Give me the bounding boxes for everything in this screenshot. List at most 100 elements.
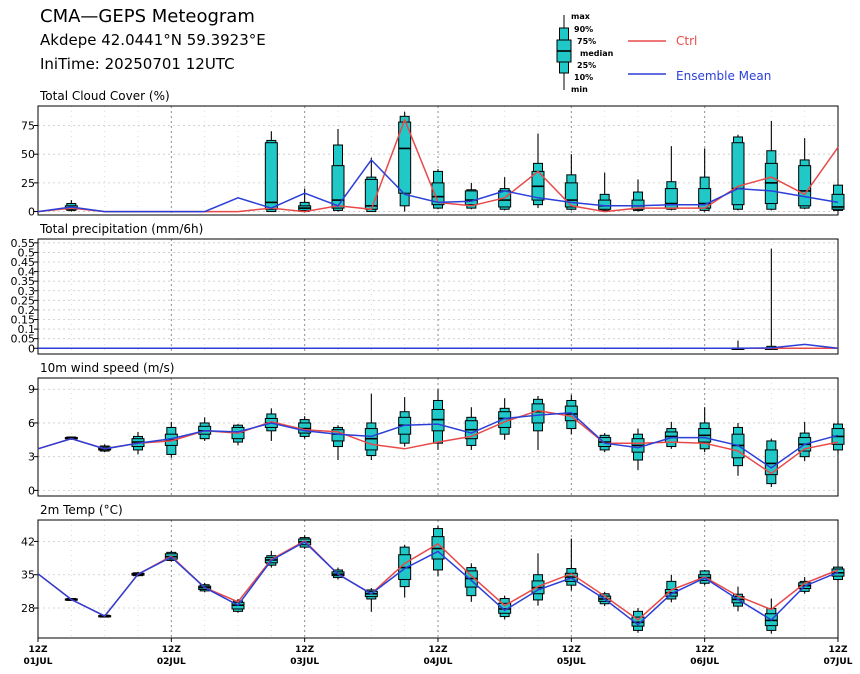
box-108h	[631, 428, 645, 471]
ctrl-series-line	[37, 409, 839, 475]
x-tick-label-hour: 12Z	[428, 645, 448, 655]
page-title: CMA—GEPS Meteogram	[40, 6, 255, 27]
box-78h	[464, 407, 478, 450]
x-tick-label-hour: 12Z	[28, 645, 48, 655]
init-time-label: IniTime: 20250701 12UTC	[40, 55, 235, 73]
location-label: Akdepe 42.0441°N 59.3923°E	[40, 31, 266, 49]
box-inner	[531, 403, 545, 424]
y-tick-label: 0.1	[18, 323, 36, 336]
box-inner	[798, 165, 812, 207]
y-tick-label: 0.4	[18, 266, 36, 279]
x-axis: 12Z 01JUL 12Z 02JUL 12Z 03JUL 12Z 04JUL 12Z 05JUL…	[24, 638, 853, 667]
box-inner	[264, 142, 278, 210]
y-tick-label: 0.5	[18, 246, 36, 259]
y-tick-label: 28	[21, 602, 35, 615]
x-tick-label-date: 04JUL	[424, 657, 453, 667]
box-inner	[631, 199, 645, 210]
box-90h	[531, 553, 545, 606]
box-48h	[298, 416, 312, 439]
panel-2: Total precipitation (mm/6h)00.050.10.150…	[11, 222, 839, 355]
x-tick-label-hour: 12Z	[162, 645, 182, 655]
box-inner	[764, 449, 778, 476]
legend-p90-label: 90%	[574, 25, 593, 34]
x-tick-label-hour: 12Z	[828, 645, 848, 655]
legend-min-label: min	[571, 85, 588, 94]
box-inner	[731, 142, 745, 206]
y-tick-label: 0.2	[18, 304, 36, 317]
panel-title: 2m Temp (°C)	[40, 503, 123, 517]
y-tick-label: 9	[28, 383, 35, 396]
box-96h	[564, 154, 578, 211]
legend-p25-label: 25%	[577, 61, 596, 70]
box-72h	[431, 389, 445, 450]
box-48h	[298, 188, 312, 213]
y-tick-label: 0.15	[11, 314, 36, 327]
box-60h	[364, 393, 378, 461]
y-tick-label: 42	[21, 535, 35, 548]
x-tick-label-hour: 12Z	[695, 645, 715, 655]
box-66h	[398, 111, 412, 212]
mean-series-line	[37, 158, 839, 213]
box-54h	[331, 425, 345, 461]
panel-frame	[37, 238, 839, 355]
x-tick-label-date: 01JUL	[24, 657, 53, 667]
box-114h	[664, 146, 678, 211]
y-tick-label: 0	[28, 484, 35, 497]
box-120h	[698, 407, 712, 453]
legend-p75-label: 75%	[577, 37, 596, 46]
box-138h	[798, 138, 812, 210]
box-inner	[331, 165, 345, 209]
box-inner	[464, 190, 478, 206]
y-tick-label: 0.3	[18, 285, 36, 298]
x-tick-label-date: 06JUL	[690, 657, 719, 667]
box-42h	[264, 131, 278, 213]
panel-4: 2m Temp (°C) 28 35 42	[21, 503, 845, 639]
y-tick-label: 25	[21, 177, 35, 190]
x-tick-label-hour: 12Z	[295, 645, 315, 655]
panel-3: 10m wind speed (m/s) 0 3 6 9	[28, 361, 845, 497]
panel-1: Total Cloud Cover (%) 0 25 50 75	[21, 89, 845, 219]
box-132h	[764, 120, 778, 211]
box-108h	[631, 179, 645, 212]
x-tick-label-date: 05JUL	[557, 657, 586, 667]
box-inner	[364, 178, 378, 210]
box-30h	[198, 417, 212, 441]
x-tick-label-date: 07JUL	[824, 657, 853, 667]
y-tick-label: 0.25	[11, 294, 36, 307]
x-tick-label-date: 02JUL	[157, 657, 186, 667]
box-96h	[564, 394, 578, 435]
box-144h	[831, 184, 845, 212]
box-96h	[564, 538, 578, 591]
box-66h	[398, 397, 412, 447]
y-tick-label: 50	[21, 148, 35, 161]
box-132h	[764, 248, 778, 350]
legend-box-key	[556, 15, 572, 90]
legend: max 90% 75% median 25% 10% min Ctrl Ense…	[556, 12, 771, 94]
x-tick-label-date: 03JUL	[290, 657, 319, 667]
y-tick-label: 0	[28, 206, 35, 219]
mean-series-line	[37, 412, 839, 469]
ctrl-series-line	[37, 539, 839, 621]
legend-mean-label: Ensemble Mean	[676, 69, 771, 83]
box-144h	[831, 420, 845, 455]
y-tick-label: 3	[28, 451, 35, 464]
y-tick-label: 35	[21, 569, 35, 582]
box-132h	[764, 438, 778, 488]
panel-title: Total Cloud Cover (%)	[39, 89, 170, 103]
box-inner	[431, 182, 445, 206]
y-tick-label: 6	[28, 417, 35, 430]
box-126h	[731, 134, 745, 211]
y-tick-label: 0.55	[11, 237, 36, 250]
box-90h	[531, 133, 545, 209]
legend-ctrl-label: Ctrl	[676, 34, 697, 48]
box-114h	[664, 421, 678, 449]
mean-series-line	[38, 343, 839, 350]
y-tick-label: 0	[28, 342, 35, 355]
box-inner	[564, 182, 578, 208]
box-78h	[464, 563, 478, 602]
box-36h	[231, 424, 245, 446]
box-90h	[531, 395, 545, 450]
y-tick-label: 0.45	[11, 256, 36, 269]
panels: Total Cloud Cover (%) 0 25 50 75 Total precip…	[11, 89, 845, 639]
